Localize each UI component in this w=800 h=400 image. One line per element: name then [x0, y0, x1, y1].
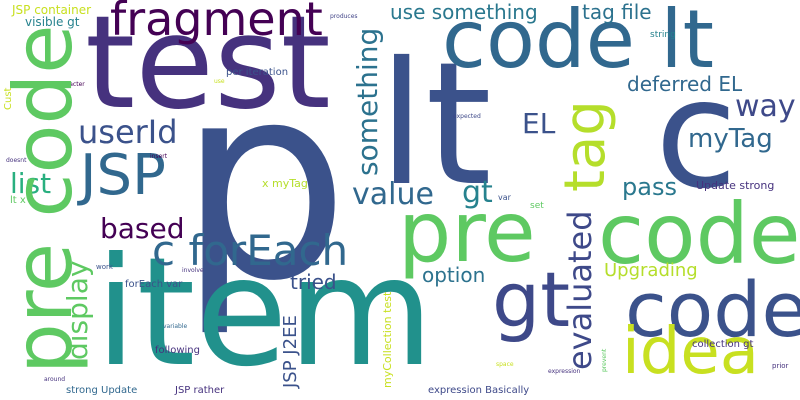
word-c-foreach: c forEach: [152, 226, 349, 275]
word-idea: idea: [622, 315, 759, 389]
word-variable: variable: [163, 323, 188, 330]
word-work: work: [96, 263, 113, 271]
word-prior: prior: [772, 362, 789, 370]
word-code-green: code: [598, 185, 800, 283]
word-evaluated-vertical: evaluated: [561, 210, 599, 370]
word-use-something: use something: [390, 0, 538, 24]
word-character: character: [56, 81, 85, 88]
word-something-vertical: something: [351, 27, 384, 176]
word-based: based: [100, 212, 185, 245]
word-mycollection-test-vertical: myCollection test: [381, 291, 394, 388]
word-list: list: [10, 167, 52, 200]
word-visible-gt: visible gt: [25, 15, 80, 29]
word-var: var: [498, 193, 511, 202]
word-way: way: [735, 89, 796, 124]
word-string: string: [650, 30, 676, 40]
word-space: space: [496, 361, 514, 368]
word-item: item: [95, 226, 434, 400]
word-produces: produces: [330, 13, 358, 20]
word-x-mytag: x myTag: [262, 177, 308, 190]
word-foreach-var: forEach var: [125, 279, 183, 290]
word-cust-vertical: Cust: [3, 87, 14, 110]
word-expression-small: expression: [548, 368, 581, 375]
word-tried: tried: [290, 270, 337, 294]
word-el: EL: [522, 107, 556, 140]
word-gt-big: gt: [492, 255, 571, 344]
word-following: following: [155, 345, 200, 356]
word-gt-small: gt: [462, 175, 493, 210]
word-p: p: [178, 25, 350, 340]
word-doesnt: doesnt: [6, 157, 27, 164]
word-code-blue: code: [625, 265, 800, 354]
word-code-lt: code lt: [442, 0, 714, 86]
word-strong-update: strong Update: [66, 385, 138, 396]
word-collection-gt: collection gt: [692, 339, 754, 350]
word-lt-x: lt x: [10, 195, 26, 206]
word-update-strong: Update strong: [696, 179, 775, 192]
word-expression-basically: expression Basically: [428, 385, 530, 396]
word-c: c: [655, 48, 738, 222]
word-use: use: [214, 78, 225, 85]
word-userid: userId: [78, 113, 178, 151]
word-deferred-el: deferred EL: [627, 72, 743, 96]
word-tag-vertical: tag: [553, 100, 618, 192]
word-display-vertical: display: [61, 260, 94, 360]
word-set: set: [530, 201, 544, 211]
word-around: around: [44, 376, 66, 383]
word-mytag: myTag: [688, 124, 773, 154]
word-jsp-container: JSP container: [12, 3, 92, 17]
word-test: test: [85, 0, 331, 138]
word-fragment: fragment: [110, 0, 323, 46]
word-jsp: JSP: [80, 143, 166, 208]
word-option: option: [422, 263, 486, 287]
word-pass: pass: [622, 173, 677, 201]
word-per-iteration: per iteration: [226, 67, 289, 78]
word-upgrading: Upgrading: [604, 260, 698, 281]
word-prevent-vertical: prevent: [601, 348, 608, 372]
word-lt: lt: [378, 26, 492, 224]
word-jsp-j2ee-vertical: JSP J2EE: [280, 315, 301, 388]
word-value: value: [352, 177, 434, 212]
word-insert: insert: [150, 153, 168, 160]
word-jsp-rather: JSP rather: [175, 385, 225, 396]
word-expected: expected: [453, 113, 481, 120]
word-pre: pre: [398, 183, 536, 281]
word-tag-file: tag file: [582, 0, 652, 24]
word-involve: involve: [182, 267, 204, 274]
